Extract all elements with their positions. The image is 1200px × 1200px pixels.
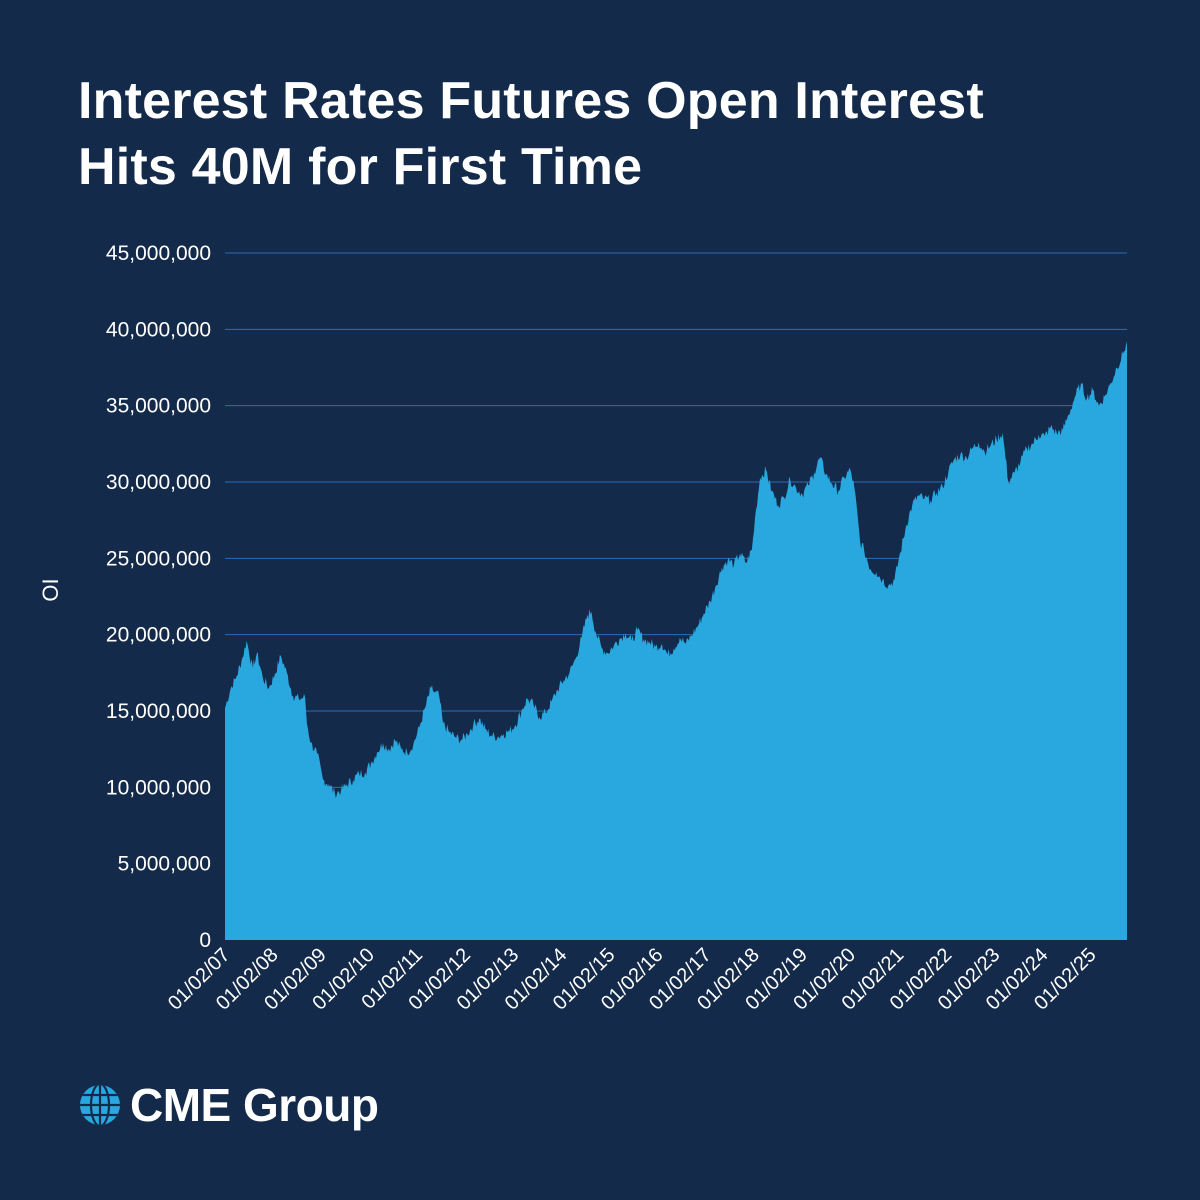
y-tick-label: 35,000,000: [106, 395, 211, 418]
y-axis-title: OI: [38, 578, 63, 601]
brand-name: CME Group: [130, 1079, 379, 1131]
y-tick-label: 0: [199, 929, 211, 952]
y-tick-label: 40,000,000: [106, 318, 211, 341]
y-axis-tick-labels: 0 5,000,000 10,000,000 15,000,000 20,000,000…: [106, 242, 211, 952]
y-tick-label: 5,000,000: [118, 853, 211, 876]
y-tick-label: 25,000,000: [106, 547, 211, 570]
y-tick-label: 10,000,000: [106, 776, 211, 799]
y-tick-label: 20,000,000: [106, 624, 211, 647]
chart-title: Interest Rates Futures Open Interest Hit…: [78, 68, 1138, 200]
oi-area-chart: 0 5,000,000 10,000,000 15,000,000 20,000,000…: [38, 242, 1127, 1015]
globe-icon: [80, 1085, 120, 1125]
y-tick-label: 15,000,000: [106, 700, 211, 723]
chart-title-line-1: Interest Rates Futures Open Interest: [78, 72, 984, 130]
y-tick-label: 45,000,000: [106, 242, 211, 265]
cme-group-logo: CME Group: [78, 1078, 379, 1132]
chart-title-line-2: Hits 40M for First Time: [78, 138, 643, 196]
y-tick-label: 30,000,000: [106, 471, 211, 494]
x-axis-tick-labels: 01/02/0701/02/0801/02/0901/02/1001/02/11…: [164, 944, 1101, 1015]
open-interest-area: [225, 341, 1127, 940]
